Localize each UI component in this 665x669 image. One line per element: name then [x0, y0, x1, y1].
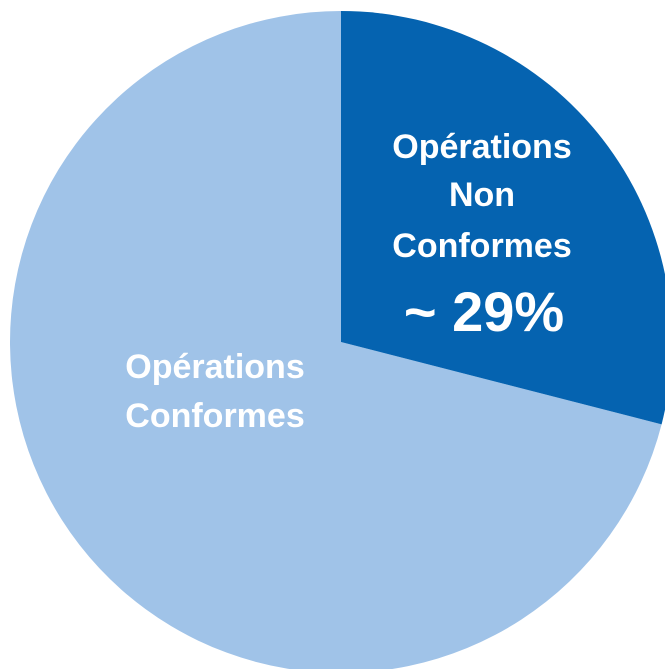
non-conformes-label-line-3: Conformes	[392, 227, 571, 265]
pie-slice-conformes	[10, 11, 662, 669]
conformes-label-line-2: Conformes	[125, 397, 304, 435]
non-conformes-label-line-1: Opérations	[392, 128, 571, 166]
pie-slice-non-conformes	[341, 11, 665, 425]
non-conformes-percentage: ~ 29%	[404, 280, 564, 343]
conformes-label-line-1: Opérations	[125, 348, 304, 386]
non-conformes-label-line-2: Non	[449, 176, 515, 214]
